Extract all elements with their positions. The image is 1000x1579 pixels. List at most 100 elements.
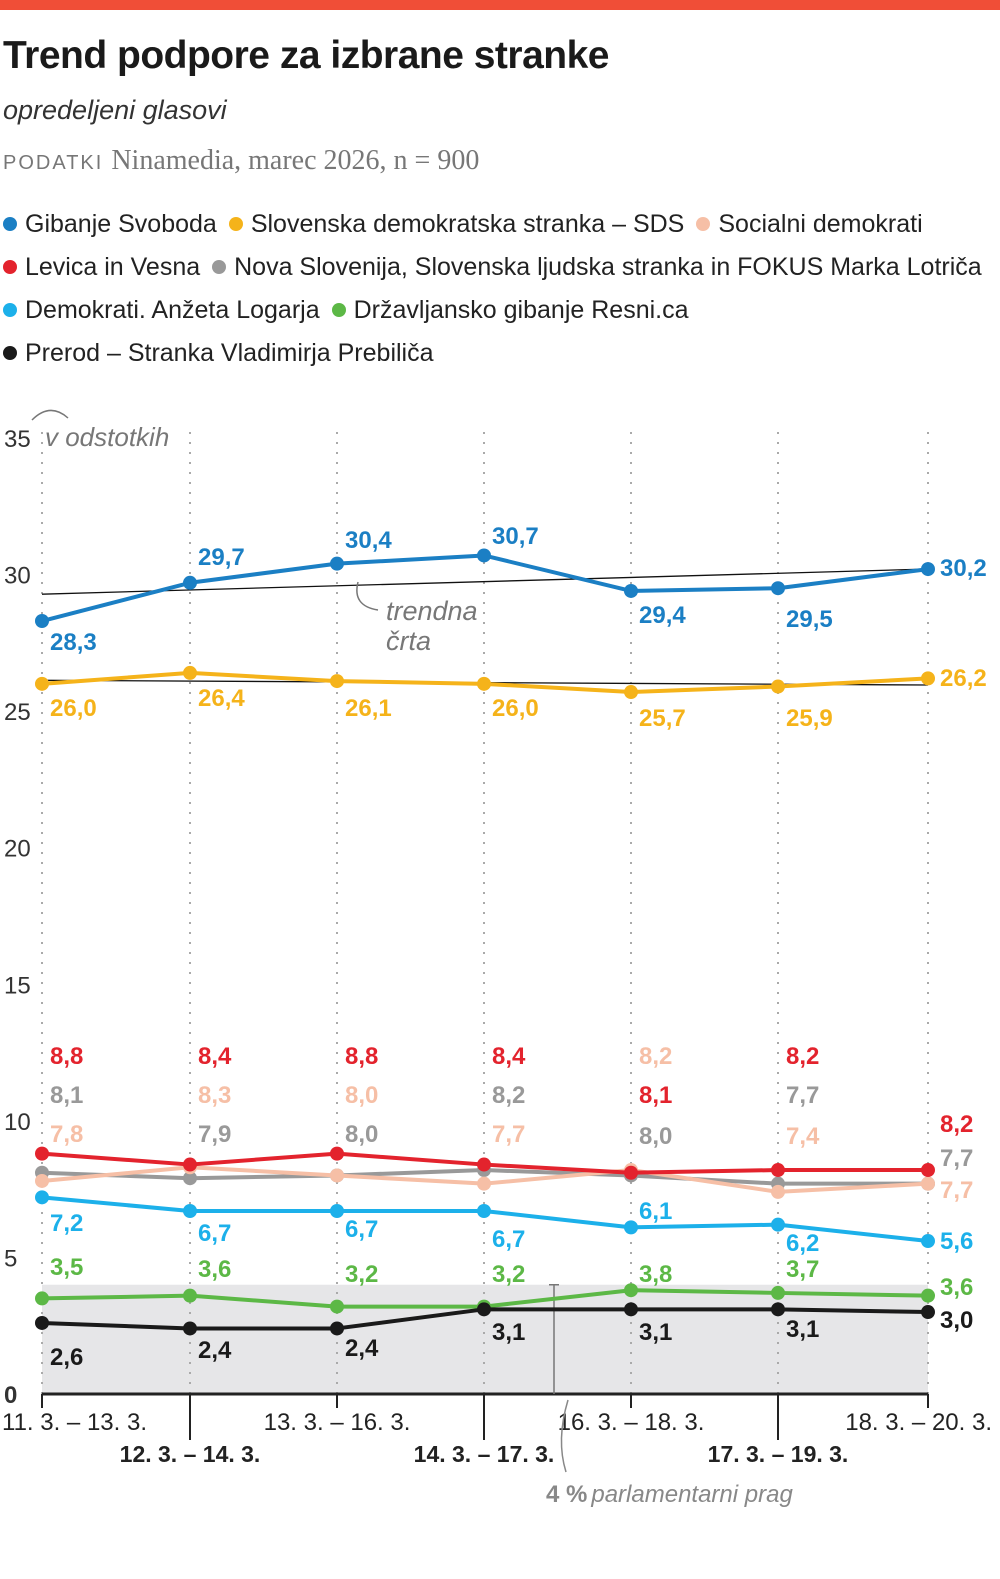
data-label: 30,4 [345,527,392,554]
data-point [183,1321,197,1336]
data-label: 6,2 [786,1230,819,1257]
data-point [183,575,197,590]
y-tick-label: 0 [4,1382,17,1409]
data-point [624,1283,638,1298]
legend-item: Socialni demokrati [696,203,923,246]
data-label: 6,7 [198,1220,231,1247]
legend-dot-icon [212,260,227,274]
data-point [477,548,491,563]
x-tick-label: 17. 3. – 19. 3. [708,1441,849,1467]
legend-dot-icon [696,217,711,231]
data-label: 3,2 [492,1261,525,1288]
data-point [330,674,344,689]
data-point [771,1285,785,1300]
legend: Gibanje Svoboda Slovenska demokratska str… [3,203,998,375]
y-tick-label: 10 [4,1109,31,1136]
data-point [477,1203,491,1218]
legend-dot-icon [331,303,346,317]
data-point [35,1291,49,1306]
data-point [477,1302,491,1317]
y-tick-label: 30 [4,563,31,590]
data-label: 29,4 [639,602,686,629]
data-point [35,676,49,691]
data-point [35,1190,49,1205]
legend-label: Levica in Vesna [25,253,201,281]
data-point [921,562,935,577]
source-label: PODATKI [3,152,104,174]
data-label: 8,0 [345,1082,378,1109]
data-point [771,1217,785,1232]
data-point [183,665,197,680]
data-point [183,1288,197,1303]
legend-dot-icon [3,303,17,317]
data-point [183,1157,197,1172]
data-label: 8,1 [50,1082,83,1109]
data-point [35,1146,49,1161]
data-point [330,1146,344,1161]
data-label: 2,6 [50,1344,83,1371]
data-point [921,1176,935,1191]
data-label: 3,8 [639,1261,672,1288]
data-point [35,1315,49,1330]
data-point [771,1302,785,1317]
legend-dot-icon [3,346,17,360]
data-point [330,1299,344,1314]
curved-arrow-icon [31,409,69,421]
x-tick-label: 14. 3. – 17. 3. [414,1441,555,1467]
data-label: 7,7 [940,1145,973,1172]
data-label: 2,4 [345,1335,379,1362]
data-label: 7,7 [940,1177,973,1204]
legend-item: Gibanje Svoboda [3,203,217,246]
legend-label: Gibanje Svoboda [25,210,217,238]
legend-dot-icon [228,217,243,231]
data-label: 3,1 [492,1319,525,1346]
x-tick-label: 13. 3. – 16. 3. [264,1409,411,1436]
data-label: 7,8 [50,1121,83,1148]
legend-label: Demokrati. Anžeta Logarja [25,296,320,324]
data-label: 3,1 [786,1316,819,1343]
chart-title: Trend podpore za izbrane stranke [3,34,609,77]
data-label: 26,4 [198,685,245,712]
data-label: 8,4 [492,1043,526,1070]
data-point [771,1184,785,1199]
data-point [771,679,785,694]
legend-row: Gibanje Svoboda Slovenska demokratska str… [3,203,998,246]
data-point [477,676,491,691]
data-label: 7,7 [492,1121,525,1148]
y-tick-label: 25 [4,699,31,726]
curved-arrow-icon [356,581,379,611]
data-label: 8,0 [639,1123,672,1150]
legend-label: Slovenska demokratska stranka – SDS [250,210,685,238]
data-label: 3,2 [345,1261,378,1288]
data-point [624,1302,638,1317]
data-label: 29,5 [786,606,833,633]
data-point [771,581,785,596]
data-label: 29,7 [198,544,245,571]
y-tick-label: 15 [4,972,31,999]
data-point [921,1305,935,1320]
legend-item: Levica in Vesna [3,246,200,289]
data-label: 8,2 [786,1043,819,1070]
legend-label: Nova Slovenija, Slovenska ljudska strank… [234,253,982,281]
legend-dot-icon [3,217,17,231]
data-label: 8,3 [198,1082,231,1109]
data-label: 7,9 [198,1121,231,1148]
data-label: 8,0 [345,1121,378,1148]
data-label: 8,1 [639,1082,672,1109]
data-label: 2,4 [198,1337,232,1364]
trend-annotation: črta [386,626,431,656]
data-point [183,1171,197,1186]
legend-item: Državljansko gibanje Resni.ca [331,289,689,332]
data-point [477,1176,491,1191]
data-label: 6,7 [492,1226,525,1253]
data-point [35,614,49,629]
data-label: 26,0 [50,695,97,722]
legend-item: Slovenska demokratska stranka – SDS [228,203,685,246]
data-label: 8,8 [50,1043,83,1070]
source-text: Ninamedia, marec 2026, n = 900 [111,145,480,176]
y-tick-label: 20 [4,836,31,863]
data-label: 26,0 [492,695,539,722]
legend-label: Prerod – Stranka Vladimirja Prebiliča [25,339,434,367]
data-label: 3,0 [940,1307,973,1334]
curved-arrow-icon [560,1399,569,1473]
